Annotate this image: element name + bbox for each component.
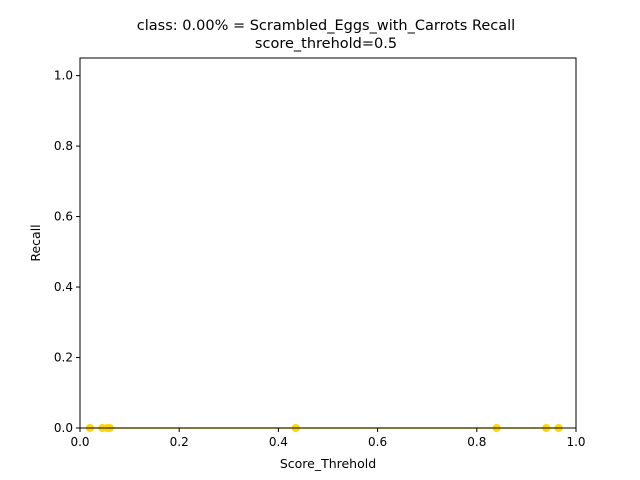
x-axis-label: Score_Threhold	[280, 456, 376, 471]
x-tick-label: 0.6	[368, 435, 387, 449]
x-tick-label: 0.8	[467, 435, 486, 449]
x-tick-label: 0.0	[70, 435, 89, 449]
y-tick-label: 0.6	[54, 210, 73, 224]
y-axis-label: Recall	[28, 224, 43, 261]
plot-frame	[79, 57, 577, 429]
chart-subtitle: score_threhold=0.5	[255, 36, 397, 52]
x-axis-ticks: 0.0 0.2 0.4 0.6 0.8 1.0	[70, 428, 586, 449]
y-tick-label: 0.4	[54, 280, 73, 294]
x-tick-label: 0.2	[170, 435, 189, 449]
y-tick-label: 0.2	[54, 351, 73, 365]
x-tick-label: 1.0	[566, 435, 585, 449]
chart-title: class: 0.00% = Scrambled_Eggs_with_Carro…	[137, 18, 515, 34]
y-tick-label: 0.0	[54, 421, 73, 435]
x-tick-label: 0.4	[269, 435, 288, 449]
y-axis-ticks: 0.0 0.2 0.4 0.6 0.8 1.0	[54, 69, 80, 435]
y-tick-label: 0.8	[54, 139, 73, 153]
y-tick-label: 1.0	[54, 69, 73, 83]
